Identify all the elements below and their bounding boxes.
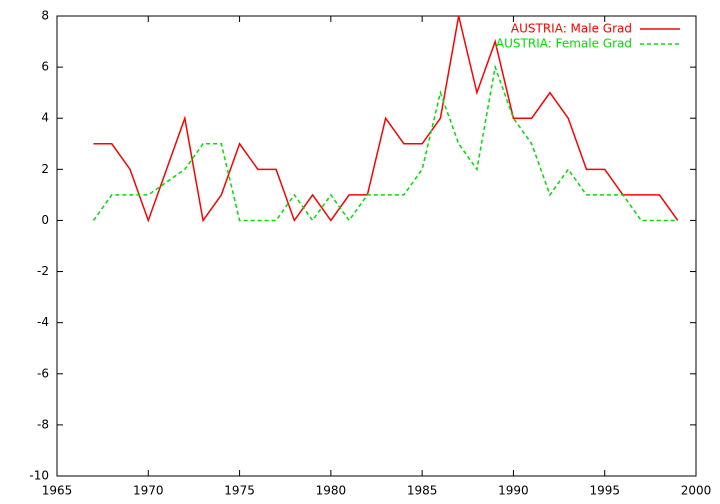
x-tick-label: 1965 <box>42 484 73 498</box>
y-tick-label: -8 <box>37 417 49 431</box>
legend-label: AUSTRIA: Male Grad <box>511 22 632 36</box>
x-tick-label: 1985 <box>407 484 438 498</box>
y-tick-label: -2 <box>37 264 49 278</box>
plot-border <box>56 15 697 477</box>
y-tick-label: 0 <box>41 213 49 227</box>
series-line <box>93 15 679 223</box>
x-tick-label: 1975 <box>224 484 255 498</box>
x-tick-label: 1990 <box>498 484 529 498</box>
x-tick-label: 2000 <box>681 484 712 498</box>
y-tick-label: -10 <box>29 469 49 483</box>
legend-label: AUSTRIA: Female Grad <box>496 37 632 51</box>
y-tick-label: -4 <box>37 315 49 329</box>
y-tick-label: -6 <box>37 366 49 380</box>
y-tick-label: 6 <box>41 60 49 74</box>
x-tick-label: 1980 <box>316 484 347 498</box>
series-line <box>92 64 678 222</box>
y-tick-label: 8 <box>41 9 49 23</box>
x-tick-label: 1995 <box>589 484 620 498</box>
y-tick-label: 4 <box>41 111 49 125</box>
y-tick-label: 2 <box>41 162 49 176</box>
x-tick-label: 1970 <box>133 484 164 498</box>
